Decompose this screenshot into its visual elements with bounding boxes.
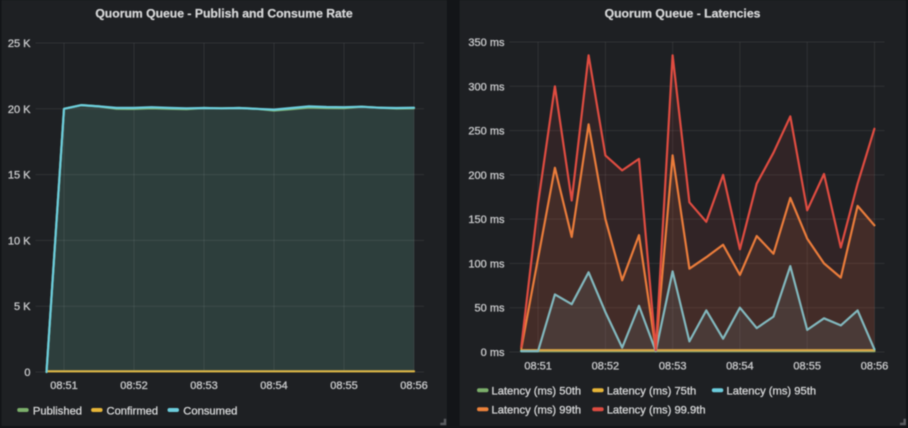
svg-text:200 ms: 200 ms (468, 170, 505, 182)
svg-text:Latency (ms) 95th: Latency (ms) 95th (727, 386, 817, 398)
svg-text:08:54: 08:54 (726, 360, 754, 372)
svg-text:08:51: 08:51 (50, 380, 78, 392)
svg-text:0 ms: 0 ms (481, 347, 505, 359)
svg-text:Published: Published (33, 406, 82, 418)
svg-text:Confirmed: Confirmed (107, 406, 159, 418)
svg-text:08:55: 08:55 (330, 380, 358, 392)
svg-text:08:52: 08:52 (120, 380, 148, 392)
svg-text:08:56: 08:56 (861, 360, 889, 372)
svg-text:0: 0 (24, 367, 30, 379)
svg-text:20 K: 20 K (8, 104, 31, 116)
svg-text:25 K: 25 K (8, 38, 31, 50)
svg-text:08:53: 08:53 (659, 360, 687, 372)
svg-text:Latency (ms) 99.9th: Latency (ms) 99.9th (607, 405, 706, 417)
svg-text:Consumed: Consumed (183, 406, 237, 418)
svg-text:08:55: 08:55 (793, 360, 821, 372)
svg-text:08:51: 08:51 (524, 360, 552, 372)
svg-text:08:52: 08:52 (592, 360, 620, 372)
svg-text:Quorum Queue - Latencies: Quorum Queue - Latencies (605, 6, 761, 20)
svg-text:15 K: 15 K (8, 170, 31, 182)
svg-text:50 ms: 50 ms (475, 303, 505, 315)
svg-text:Latency (ms) 50th: Latency (ms) 50th (492, 386, 582, 398)
svg-text:Latency (ms) 99th: Latency (ms) 99th (492, 405, 582, 417)
svg-text:10 K: 10 K (8, 235, 31, 247)
svg-text:5 K: 5 K (14, 301, 31, 313)
svg-text:08:54: 08:54 (260, 380, 288, 392)
svg-text:350 ms: 350 ms (468, 37, 505, 49)
svg-text:300 ms: 300 ms (468, 81, 505, 93)
svg-text:150 ms: 150 ms (468, 214, 505, 226)
svg-text:Latency (ms) 75th: Latency (ms) 75th (607, 386, 697, 398)
svg-text:100 ms: 100 ms (468, 258, 505, 270)
svg-text:08:56: 08:56 (400, 380, 428, 392)
svg-text:250 ms: 250 ms (468, 126, 505, 138)
svg-text:08:53: 08:53 (190, 380, 218, 392)
svg-text:Quorum Queue - Publish and Con: Quorum Queue - Publish and Consume Rate (95, 6, 353, 20)
